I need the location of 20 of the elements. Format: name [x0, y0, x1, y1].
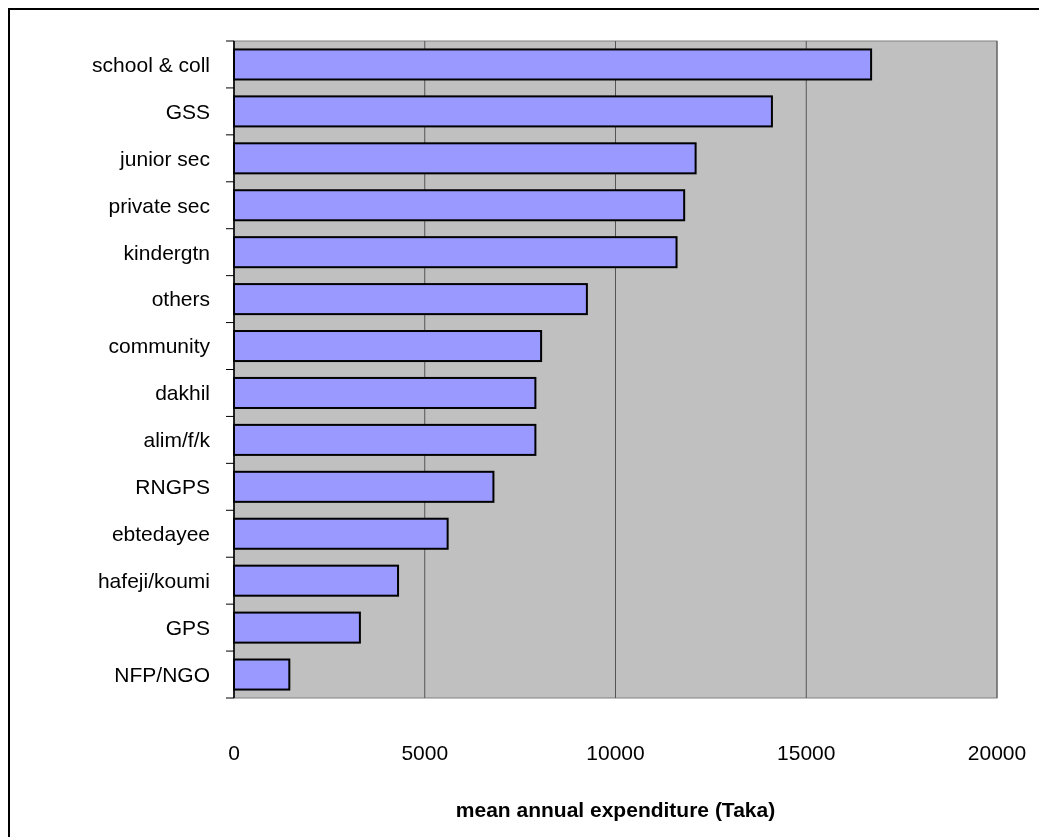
y-tick-label: kindergtn	[123, 240, 210, 264]
y-tick-label: junior sec	[119, 146, 210, 170]
x-tick-label: 15000	[777, 741, 836, 764]
y-tick-label: GPS	[165, 615, 210, 639]
x-tick-label: 0	[228, 741, 240, 764]
y-tick-label: private sec	[108, 193, 210, 217]
y-tick-label: RNGPS	[135, 475, 210, 499]
x-tick-label: 20000	[967, 741, 1027, 764]
y-tick-label: alim/f/k	[143, 428, 211, 452]
y-tick-label: dakhil	[155, 381, 210, 405]
x-tick-label: 10000	[586, 741, 645, 764]
y-tick-label: community	[108, 334, 211, 358]
y-tick-label: others	[151, 287, 210, 311]
y-tick-label: school & coll	[92, 52, 210, 76]
y-tick-label: GSS	[165, 99, 210, 123]
y-tick-label: NFP/NGO	[114, 662, 210, 686]
x-axis-title: mean annual expenditure (Taka)	[455, 798, 776, 821]
y-tick-label: ebtedayee	[111, 522, 210, 546]
x-tick-label: 5000	[401, 741, 449, 764]
y-tick-label: hafeji/koumi	[97, 569, 210, 593]
